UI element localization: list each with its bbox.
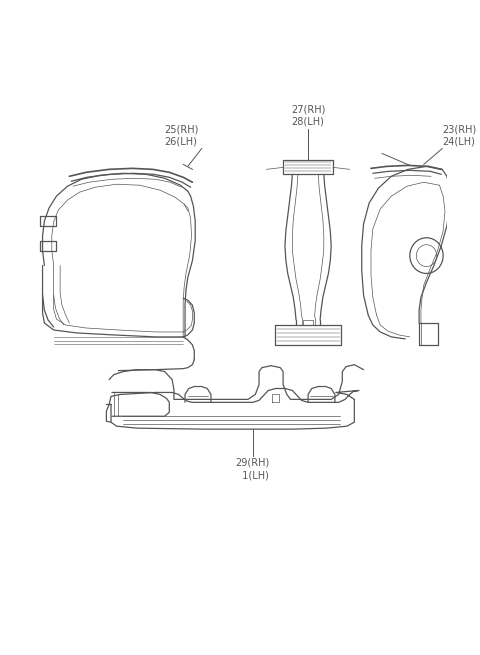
Text: 27(RH)
28(LH): 27(RH) 28(LH) xyxy=(291,104,325,126)
Text: 23(RH)
24(LH): 23(RH) 24(LH) xyxy=(442,124,477,147)
Text: 25(RH)
26(LH): 25(RH) 26(LH) xyxy=(165,124,199,147)
Text: 29(RH)
  1(LH): 29(RH) 1(LH) xyxy=(236,458,270,480)
